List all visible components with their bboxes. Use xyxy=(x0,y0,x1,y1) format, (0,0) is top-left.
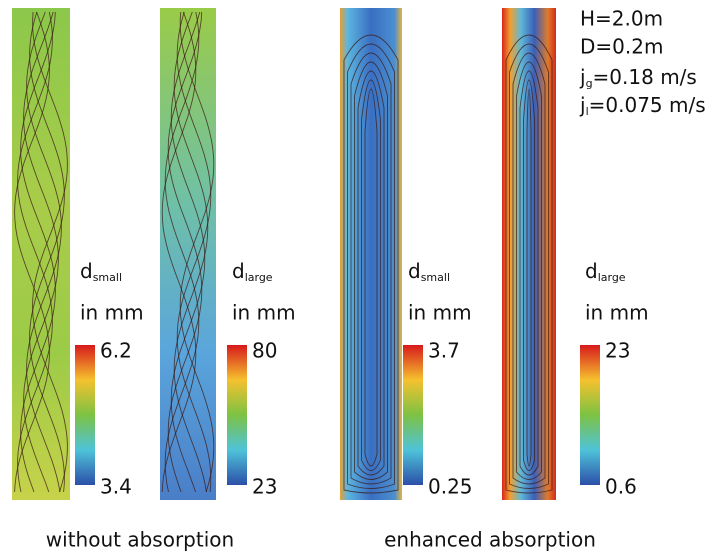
colorbar-min: 23 xyxy=(252,475,277,499)
contour-plot xyxy=(502,8,556,500)
colorbar-max: 3.7 xyxy=(428,339,460,363)
figure: dsmallin mm6.23.4dlargein mm8023dsmallin… xyxy=(0,0,727,556)
unit: in mm xyxy=(585,301,649,325)
symbol: d xyxy=(585,259,598,283)
group-label: enhanced absorption xyxy=(384,528,596,552)
colorbar xyxy=(580,345,600,485)
colorbar-min: 0.25 xyxy=(428,475,473,499)
colorbar-title: dsmall xyxy=(80,259,122,285)
subscript: g xyxy=(586,77,593,90)
parameter: jl=0.075 m/s xyxy=(579,93,706,119)
colorbar-max: 23 xyxy=(605,339,630,363)
group-label: without absorption xyxy=(46,528,234,552)
subscript: small xyxy=(421,271,450,284)
colorbar xyxy=(403,345,423,485)
symbol: d xyxy=(80,259,93,283)
contour-plot xyxy=(340,8,402,500)
symbol: d xyxy=(232,259,245,283)
colorbar-title: dsmall xyxy=(408,259,450,285)
colorbar-min: 0.6 xyxy=(605,475,637,499)
value: =0.075 m/s xyxy=(589,93,706,117)
symbol: d xyxy=(408,259,421,283)
colorbar-max: 80 xyxy=(252,339,277,363)
subscript: large xyxy=(245,271,273,284)
parameter: H=2.0m xyxy=(580,7,663,31)
colorbar xyxy=(227,345,247,485)
value: =0.18 m/s xyxy=(593,65,697,89)
unit: in mm xyxy=(408,301,472,325)
colorbar-title: dlarge xyxy=(585,259,626,285)
unit: in mm xyxy=(80,301,144,325)
unit: in mm xyxy=(232,301,296,325)
colorbar xyxy=(75,345,95,485)
colorbar-max: 6.2 xyxy=(100,339,132,363)
subscript: large xyxy=(598,271,626,284)
colorbar-min: 3.4 xyxy=(100,475,132,499)
colorbar-title: dlarge xyxy=(232,259,273,285)
parameter: D=0.2m xyxy=(580,35,663,59)
subscript: small xyxy=(93,271,122,284)
parameter: jg=0.18 m/s xyxy=(579,65,697,91)
